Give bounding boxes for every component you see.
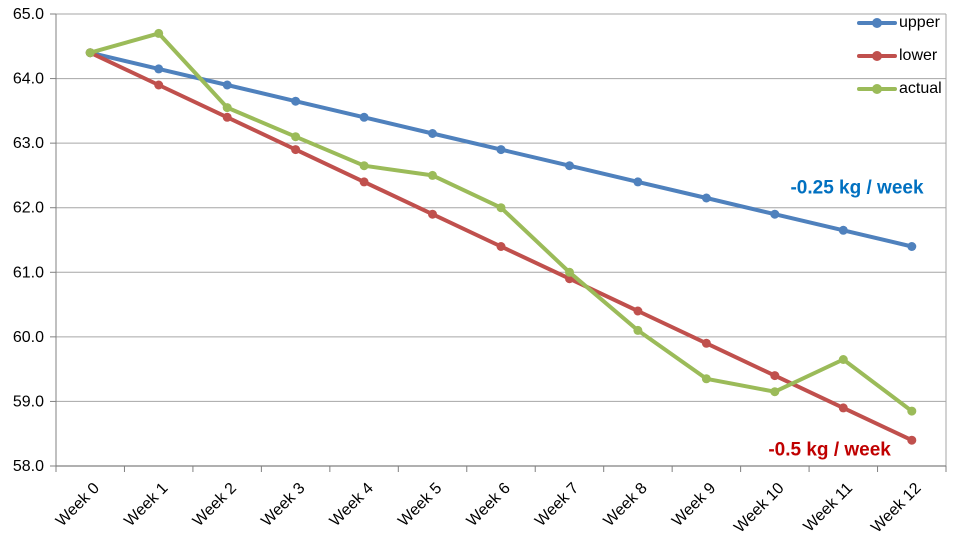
series-lower-marker[interactable]: [770, 371, 780, 381]
series-actual-marker[interactable]: [291, 132, 301, 142]
series-lower-marker[interactable]: [222, 112, 232, 122]
x-tick-label: Week 7: [532, 480, 582, 530]
series-lower-marker[interactable]: [291, 145, 301, 155]
series-actual-marker[interactable]: [701, 374, 711, 384]
x-tick-label: Week 0: [53, 480, 103, 530]
x-tick-label: Week 11: [801, 480, 857, 536]
series-lower-marker[interactable]: [701, 338, 711, 348]
series-upper-marker[interactable]: [633, 177, 643, 187]
series-actual-marker[interactable]: [154, 28, 164, 38]
series-actual-marker[interactable]: [428, 170, 437, 180]
legend-marker-dot-icon: [872, 50, 882, 61]
series-actual-marker[interactable]: [565, 267, 574, 277]
x-tick-label: Week 1: [121, 480, 171, 530]
legend-label-lower: lower: [899, 46, 938, 64]
legend-swatch-upper: [857, 17, 897, 28]
series-upper-marker[interactable]: [154, 64, 164, 74]
series-lower-marker[interactable]: [907, 435, 917, 445]
series-upper-marker[interactable]: [907, 242, 917, 251]
series-upper-marker[interactable]: [428, 129, 437, 138]
x-tick-label: Week 9: [669, 480, 719, 530]
series-actual-marker[interactable]: [496, 203, 506, 213]
series-actual-line[interactable]: [88, 31, 914, 414]
series-lower-marker[interactable]: [359, 177, 369, 187]
y-tick-label: 62.0: [13, 200, 44, 217]
series-lower-marker[interactable]: [838, 403, 848, 413]
series-actual-marker[interactable]: [359, 161, 369, 171]
series-lower-marker[interactable]: [428, 209, 437, 219]
y-tick-label: 58.0: [13, 458, 44, 475]
legend-swatch-actual: [857, 83, 897, 94]
series-actual-marker[interactable]: [907, 406, 917, 416]
x-tick-label: Week 5: [395, 480, 445, 530]
series-upper-marker[interactable]: [496, 145, 506, 155]
series-lower-marker[interactable]: [496, 242, 506, 251]
series-upper-marker[interactable]: [222, 80, 232, 90]
legend-label-upper: upper: [899, 13, 940, 31]
series-upper-marker[interactable]: [359, 112, 369, 122]
series-lower-marker[interactable]: [154, 80, 164, 90]
x-tick-label: Week 12: [868, 480, 925, 537]
annotation-lower-rate: -0.5 kg / week: [768, 439, 891, 461]
legend-marker-dot-icon: [872, 17, 882, 28]
y-tick-label: 64.0: [13, 71, 44, 88]
legend-swatch-lower: [857, 50, 897, 61]
series-upper-marker[interactable]: [838, 225, 848, 235]
x-tick-label: Week 8: [601, 480, 651, 530]
series-actual-marker[interactable]: [838, 355, 848, 364]
legend-marker-dot-icon: [872, 83, 882, 94]
series-upper-marker[interactable]: [701, 193, 711, 203]
series-upper-marker[interactable]: [565, 161, 574, 171]
series-upper-marker[interactable]: [770, 209, 780, 219]
legend-label-actual: actual: [899, 79, 942, 97]
y-tick-label: 61.0: [13, 264, 44, 281]
legend-entry-upper[interactable]: upper: [857, 6, 942, 39]
y-tick-label: 63.0: [13, 135, 44, 152]
y-tick-label: 60.0: [13, 329, 44, 346]
y-tick-label: 65.0: [13, 6, 44, 23]
y-tick-label: 59.0: [13, 393, 44, 410]
series-lower-marker[interactable]: [633, 306, 643, 316]
x-tick-label: Week 6: [464, 480, 514, 530]
chart-legend: upper lower actual: [857, 6, 942, 105]
x-tick-label: Week 2: [190, 480, 240, 530]
series-actual-marker[interactable]: [85, 48, 95, 58]
series-upper-marker[interactable]: [291, 96, 301, 106]
x-tick-label: Week 10: [731, 480, 788, 537]
legend-entry-actual[interactable]: actual: [857, 72, 942, 105]
series-actual-marker[interactable]: [633, 325, 643, 335]
annotation-upper-rate: -0.25 kg / week: [790, 177, 924, 199]
series-actual-marker[interactable]: [222, 103, 232, 113]
series-actual-marker[interactable]: [770, 387, 780, 397]
x-tick-label: Week 3: [258, 480, 308, 530]
x-tick-label: Week 4: [327, 480, 377, 530]
legend-entry-lower[interactable]: lower: [857, 39, 942, 72]
